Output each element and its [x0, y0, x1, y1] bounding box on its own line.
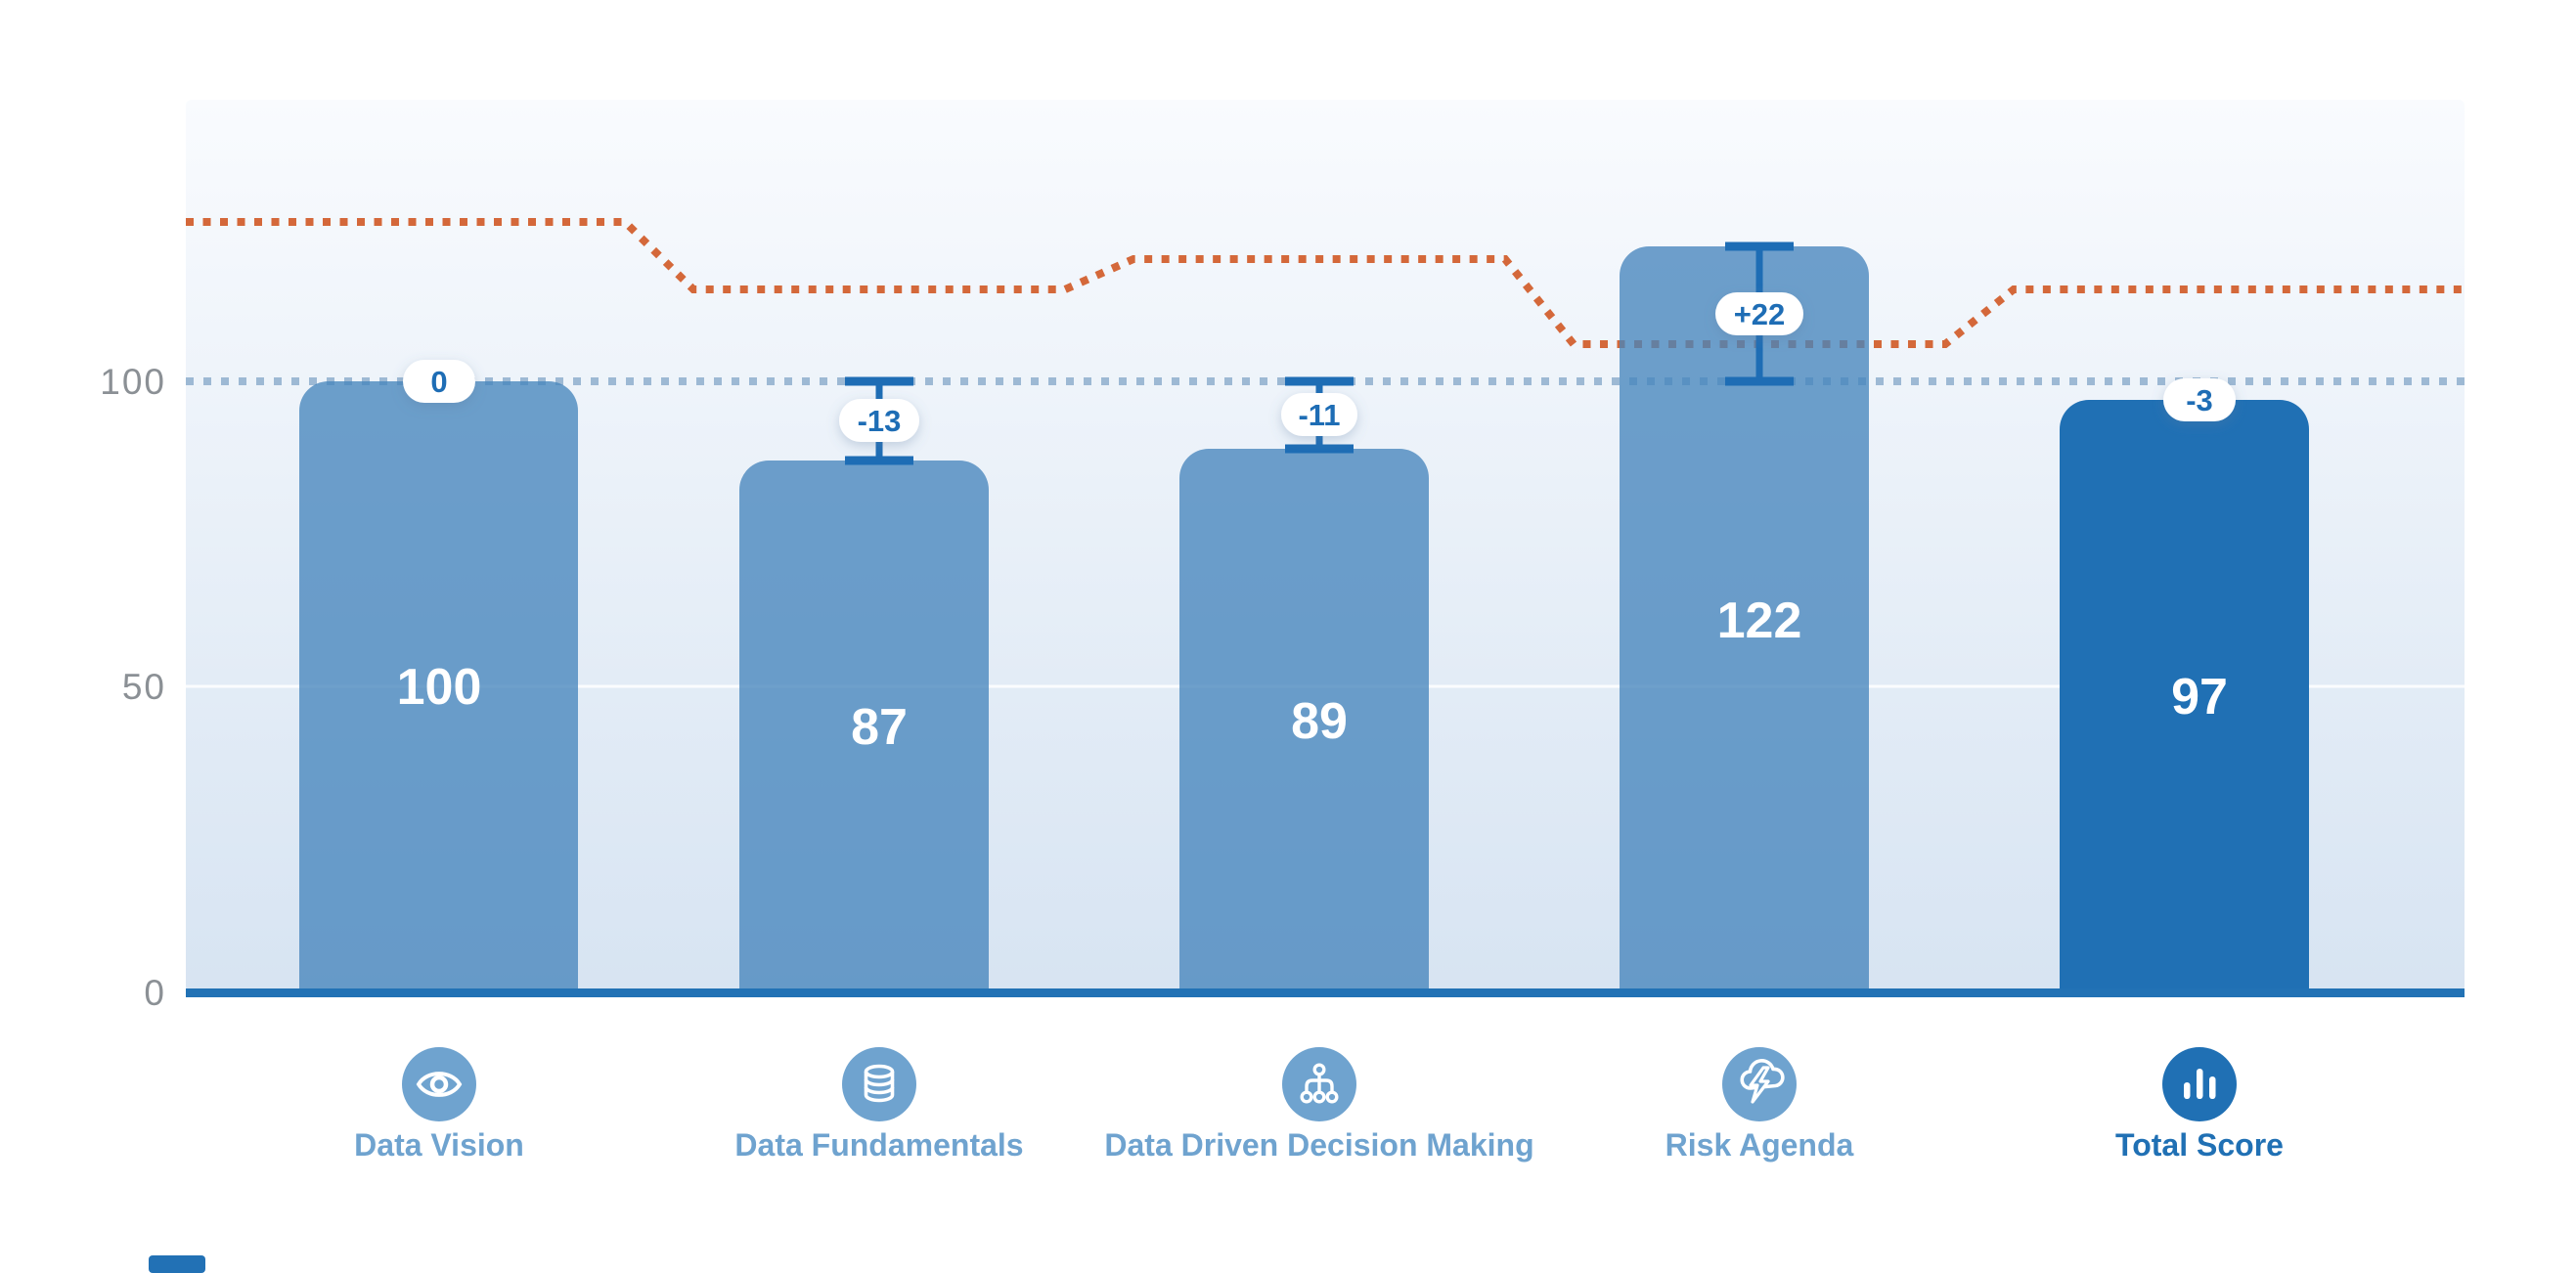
delta-badge-data-vision	[403, 360, 475, 403]
category-data-fundamentals: Data Fundamentals	[734, 1047, 1024, 1163]
cropped-bottom-left-element	[149, 1255, 205, 1273]
error-bars-group	[845, 241, 1794, 465]
bar-data-driven-decision-making	[1179, 449, 1429, 992]
y-axis-ticks-group: 100 50 0	[100, 362, 166, 1013]
bar-value-labels-group: 100 87 89 122 97	[397, 593, 2228, 756]
storm-cloud-icon	[1740, 1059, 1785, 1104]
y-axis-tick-100: 100	[100, 362, 166, 402]
y-axis-tick-50: 50	[122, 667, 166, 707]
bar-chart-icon	[2184, 1069, 2216, 1099]
bar-value-total-score: 97	[2171, 669, 2228, 725]
error-bar-caps-data-fundamentals	[845, 376, 913, 465]
icon-circle	[402, 1047, 476, 1121]
delta-badges-group: 0 -13 -11 +22 -3	[403, 292, 2236, 442]
bar-value-data-fundamentals: 87	[851, 699, 908, 756]
y-axis-tick-0: 0	[144, 973, 166, 1013]
error-bar-caps-data-driven-decision-making	[1285, 376, 1354, 454]
category-data-vision: Data Vision	[354, 1047, 524, 1163]
delta-badge-risk-agenda	[1715, 292, 1803, 335]
delta-badge-data-fundamentals	[839, 399, 919, 442]
error-bar-caps-risk-agenda	[1725, 241, 1794, 386]
hierarchy-icon	[1300, 1063, 1339, 1104]
category-label-risk-agenda: Risk Agenda	[1666, 1127, 1854, 1163]
category-label-data-fundamentals: Data Fundamentals	[734, 1127, 1023, 1163]
delta-badge-total-score	[2163, 378, 2236, 421]
category-label-data-driven-decision-making: Data Driven Decision Making	[1104, 1127, 1533, 1163]
bar-risk-agenda	[1620, 246, 1869, 992]
eye-icon	[416, 1072, 463, 1097]
category-data-driven-decision-making: Data Driven Decision Making	[1104, 1047, 1534, 1163]
delta-badge-label: -11	[1298, 398, 1340, 432]
bar-data-vision	[299, 381, 578, 992]
delta-badge-label: +22	[1734, 297, 1786, 331]
category-axis-group: Data Vision Data Fundamentals Dat	[354, 1047, 2284, 1163]
bars-group	[299, 246, 1869, 992]
database-icon	[864, 1064, 895, 1103]
bar-total-score	[2060, 400, 2309, 992]
benchmark-line	[186, 218, 2465, 348]
bar-value-data-vision: 100	[397, 659, 482, 716]
delta-badge-data-driven-decision-making	[1281, 393, 1357, 436]
bar-value-data-driven-decision-making: 89	[1291, 693, 1348, 750]
bar-value-risk-agenda: 122	[1717, 593, 1802, 649]
delta-badge-label: -13	[858, 404, 902, 438]
x-axis-baseline	[186, 988, 2465, 997]
category-label-data-vision: Data Vision	[354, 1127, 524, 1163]
category-total-score: Total Score	[2115, 1047, 2284, 1163]
delta-badge-label: -3	[2186, 383, 2213, 417]
category-label-total-score: Total Score	[2115, 1127, 2284, 1163]
bar-data-fundamentals	[739, 461, 989, 992]
category-risk-agenda: Risk Agenda	[1666, 1047, 1854, 1163]
delta-badge-label: 0	[430, 365, 447, 399]
